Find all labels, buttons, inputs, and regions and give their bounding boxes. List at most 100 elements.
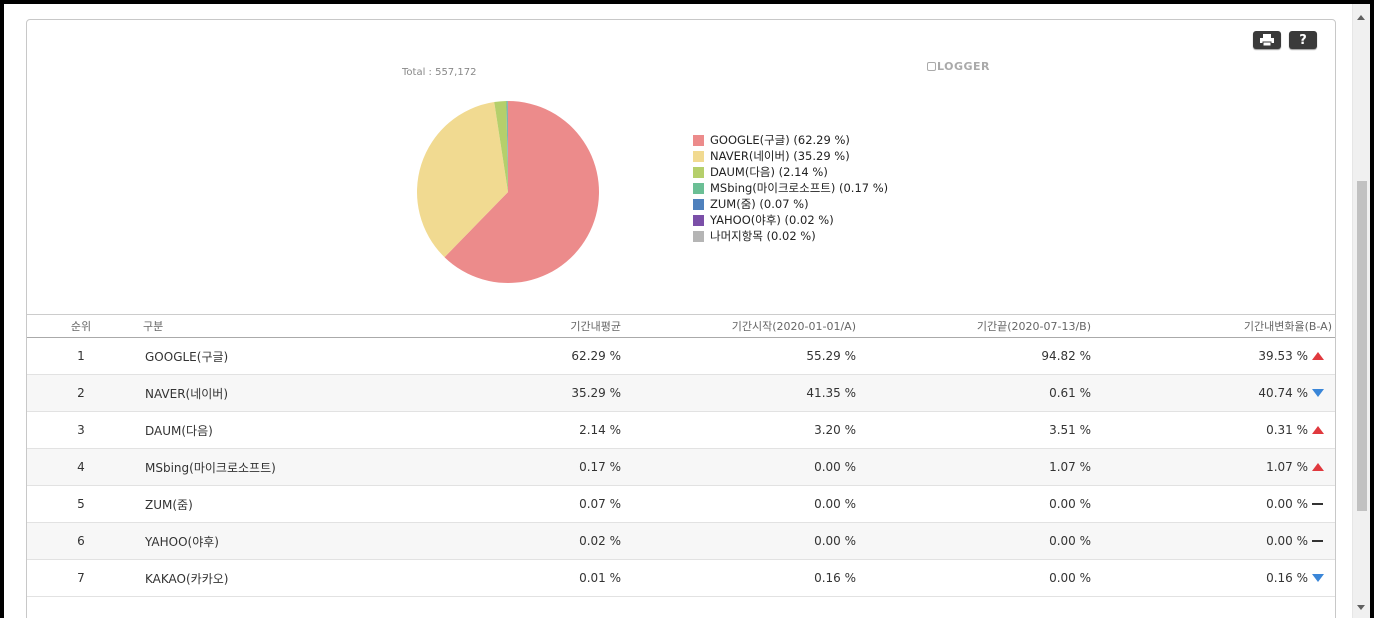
change-value: 0.00 % [1266, 497, 1308, 511]
help-icon: ? [1299, 32, 1307, 48]
name-cell: YAHOO(야후) [145, 534, 219, 549]
name-cell: ZUM(줌) [145, 497, 193, 512]
period-start-cell: 0.00 % [814, 497, 856, 511]
legend-item: ZUM(줌) (0.07 %) [693, 196, 888, 212]
pie-slice-3 [494, 101, 508, 192]
change-value: 39.53 % [1258, 349, 1308, 363]
legend-item: YAHOO(야후) (0.02 %) [693, 212, 888, 228]
average-cell: 0.17 % [579, 460, 621, 474]
period-start-cell: 0.00 % [814, 460, 856, 474]
legend-swatch [693, 150, 704, 162]
print-icon [1260, 34, 1274, 46]
legend-label: DAUM(다음) (2.14 %) [710, 165, 828, 179]
average-cell: 2.14 % [579, 423, 621, 437]
rank-cell: 4 [77, 460, 85, 474]
period-end-cell: 3.51 % [1049, 423, 1091, 437]
report-panel: ? Total : 557,172 LOGGER GOOGLE(구글) (62.… [26, 19, 1336, 618]
table-row: 4 MSbing(마이크로소프트) 0.17 % 0.00 % 1.07 % 1.07 % [27, 449, 1335, 486]
name-cell: DAUM(다음) [145, 423, 213, 438]
period-start-cell: 0.00 % [814, 534, 856, 548]
change-value: 1.07 % [1266, 460, 1308, 474]
legend-item: DAUM(다음) (2.14 %) [693, 164, 888, 180]
legend-swatch [693, 182, 704, 194]
trend-up-icon [1311, 351, 1325, 361]
period-end-cell: 94.82 % [1041, 349, 1091, 363]
rank-cell: 3 [77, 423, 85, 437]
legend-label: YAHOO(야후) (0.02 %) [710, 213, 834, 227]
legend-label: GOOGLE(구글) (62.29 %) [710, 133, 850, 147]
rank-cell: 6 [77, 534, 85, 548]
legend-item: MSbing(마이크로소프트) (0.17 %) [693, 180, 888, 196]
change-cell: 39.53 % [1258, 338, 1325, 374]
pie-chart [417, 101, 599, 283]
legend-label: 나머지항목 (0.02 %) [710, 229, 816, 243]
legend-swatch [693, 230, 704, 242]
change-cell: 0.16 % [1266, 560, 1325, 596]
total-label: Total : 557,172 [402, 67, 477, 78]
trend-down-icon [1311, 388, 1325, 398]
average-cell: 0.02 % [579, 534, 621, 548]
change-cell: 0.00 % [1266, 523, 1325, 559]
rank-cell: 7 [77, 571, 85, 585]
scroll-up-arrow-icon[interactable] [1357, 15, 1365, 20]
legend-label: NAVER(네이버) (35.29 %) [710, 149, 850, 163]
legend-swatch [693, 198, 704, 210]
change-cell: 40.74 % [1258, 375, 1325, 411]
legend-item: GOOGLE(구글) (62.29 %) [693, 132, 888, 148]
period-start-cell: 3.20 % [814, 423, 856, 437]
change-value: 0.00 % [1266, 534, 1308, 548]
period-end-cell: 0.00 % [1049, 497, 1091, 511]
vertical-scrollbar[interactable] [1352, 4, 1370, 618]
rank-cell: 5 [77, 497, 85, 511]
header-average: 기간내평균 [570, 320, 621, 333]
average-cell: 0.01 % [579, 571, 621, 585]
table-row: 2 NAVER(네이버) 35.29 % 41.35 % 0.61 % 40.74 % [27, 375, 1335, 412]
period-end-cell: 0.61 % [1049, 386, 1091, 400]
table-row: 6 YAHOO(야후) 0.02 % 0.00 % 0.00 % 0.00 % [27, 523, 1335, 560]
change-value: 40.74 % [1258, 386, 1308, 400]
change-cell: 0.00 % [1266, 486, 1325, 522]
data-table: 순위 구분 기간내평균 기간시작(2020-01-01/A) 기간끝(2020-… [27, 314, 1335, 597]
trend-down-icon [1311, 573, 1325, 583]
change-value: 0.31 % [1266, 423, 1308, 437]
rank-cell: 1 [77, 349, 85, 363]
period-end-cell: 0.00 % [1049, 534, 1091, 548]
pie-slice-2 [417, 102, 508, 258]
name-cell: MSbing(마이크로소프트) [145, 460, 276, 475]
legend-swatch [693, 134, 704, 146]
header-rank: 순위 [70, 320, 92, 333]
period-start-cell: 0.16 % [814, 571, 856, 585]
logger-logo: LOGGER [927, 60, 990, 73]
table-row: 1 GOOGLE(구글) 62.29 % 55.29 % 94.82 % 39.53 % [27, 338, 1335, 375]
trend-flat-icon [1311, 499, 1325, 509]
scroll-thumb[interactable] [1357, 181, 1367, 511]
average-cell: 62.29 % [571, 349, 621, 363]
period-start-cell: 55.29 % [806, 349, 856, 363]
change-cell: 1.07 % [1266, 449, 1325, 485]
table-row: 5 ZUM(줌) 0.07 % 0.00 % 0.00 % 0.00 % [27, 486, 1335, 523]
logo-text: LOGGER [937, 60, 991, 73]
rank-cell: 2 [77, 386, 85, 400]
legend-label: MSbing(마이크로소프트) (0.17 %) [710, 181, 889, 195]
table-header: 순위 구분 기간내평균 기간시작(2020-01-01/A) 기간끝(2020-… [27, 314, 1335, 338]
name-cell: NAVER(네이버) [145, 386, 229, 401]
trend-flat-icon [1311, 536, 1325, 546]
logo-mark-icon [927, 62, 936, 71]
legend-label: ZUM(줌) (0.07 %) [710, 197, 809, 211]
help-button[interactable]: ? [1289, 31, 1317, 49]
header-period-end: 기간끝(2020-07-13/B) [976, 320, 1091, 333]
period-end-cell: 0.00 % [1049, 571, 1091, 585]
table-body: 1 GOOGLE(구글) 62.29 % 55.29 % 94.82 % 39.53 % 2… [27, 338, 1335, 597]
table-row: 7 KAKAO(카카오) 0.01 % 0.16 % 0.00 % 0.16 % [27, 560, 1335, 597]
pie-slice-1 [444, 101, 599, 283]
scroll-down-arrow-icon[interactable] [1357, 605, 1365, 610]
change-value: 0.16 % [1266, 571, 1308, 585]
legend-swatch [693, 214, 704, 226]
change-cell: 0.31 % [1266, 412, 1325, 448]
legend-swatch [693, 166, 704, 178]
legend-item: NAVER(네이버) (35.29 %) [693, 148, 888, 164]
pie-slice-4 [506, 101, 508, 192]
trend-up-icon [1311, 462, 1325, 472]
print-button[interactable] [1253, 31, 1281, 49]
